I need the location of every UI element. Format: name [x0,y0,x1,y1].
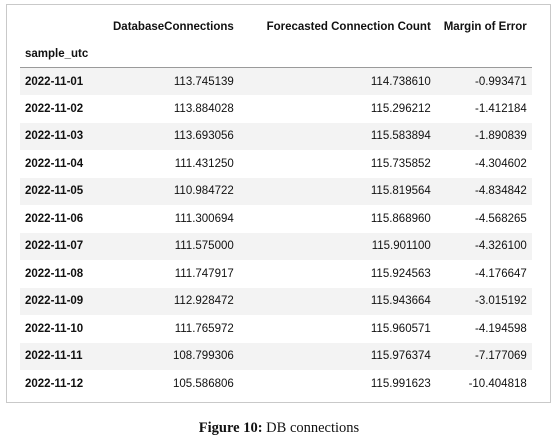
row-index-cell: 2022-11-12 [25,377,84,390]
corner-cell [20,13,108,41]
table-cell: -4.568265 [474,212,527,225]
index-name: sample_utc [20,41,108,68]
dataframe-output: DatabaseConnections Forecasted Connectio… [6,4,551,403]
row-index-cell: 2022-11-10 [25,322,84,335]
figure-caption-text: DB connections [262,420,360,436]
table-row: 2022-11-06 111.300694 115.868960 -4.568265 [20,205,532,233]
column-header-row: DatabaseConnections Forecasted Connectio… [20,13,532,41]
table-cell: -4.194598 [474,322,527,335]
table-row: 2022-11-07 111.575000 115.901100 -4.326100 [20,232,532,260]
column-header: Forecasted Connection Count [266,21,431,33]
table-cell: 115.296212 [370,102,431,115]
table-cell: -4.834842 [474,185,527,198]
figure-caption: Figure 10: DB connections [0,420,558,437]
table-row: 2022-11-11 108.799306 115.976374 -7.177069 [20,342,532,370]
table-cell: -0.993471 [474,75,527,88]
table-row: 2022-11-12 105.586806 115.991623 -10.404818 [20,370,532,398]
table-cell: 115.991623 [370,377,431,390]
table-cell: 111.431250 [174,157,234,170]
row-index-cell: 2022-11-11 [25,350,83,363]
table-row: 2022-11-04 111.431250 115.735852 -4.304602 [20,150,532,178]
table-cell: -3.015192 [474,295,527,308]
table-row: 2022-11-10 111.765972 115.960571 -4.194598 [20,315,532,343]
table-row: 2022-11-05 110.984722 115.819564 -4.834842 [20,177,532,205]
table-row: 2022-11-01 113.745139 114.738610 -0.993471 [20,67,532,95]
table-row: 2022-11-09 112.928472 115.943664 -3.015192 [20,287,532,315]
figure-label: Figure 10: [198,420,263,436]
table-cell: -4.326100 [474,240,527,253]
table-cell: -1.890839 [474,130,527,143]
table-cell: 115.735852 [370,157,431,170]
row-index-cell: 2022-11-06 [25,212,84,225]
table-row: 2022-11-03 113.693056 115.583894 -1.890839 [20,122,532,150]
table-cell: -10.404818 [468,377,527,390]
row-index-cell: 2022-11-02 [25,102,84,115]
table-cell: 112.928472 [173,295,234,308]
table-cell: 111.747917 [174,267,234,280]
column-header: Margin of Error [443,21,527,33]
row-index-cell: 2022-11-05 [25,185,84,198]
table-cell: -4.304602 [474,157,527,170]
table-cell: 115.960571 [370,322,431,335]
table-cell: 113.884028 [173,102,234,115]
table-cell: 115.976374 [370,350,431,363]
table-cell: 113.745139 [173,75,234,88]
table-cell: -1.412184 [474,102,527,115]
row-index-cell: 2022-11-09 [25,295,84,308]
table-cell: 111.300694 [174,212,234,225]
table-cell: 115.583894 [370,130,431,143]
table-row: 2022-11-08 111.747917 115.924563 -4.176647 [20,260,532,288]
table-cell: 114.738610 [370,75,431,88]
table-cell: 115.924563 [370,267,431,280]
table-cell: 105.586806 [173,377,234,390]
dataframe-table: DatabaseConnections Forecasted Connectio… [20,13,532,398]
table-cell: 115.901100 [371,240,431,253]
empty-header-cell [108,41,239,68]
row-index-cell: 2022-11-08 [25,267,84,280]
column-header: DatabaseConnections [113,21,234,33]
row-index-cell: 2022-11-03 [25,130,84,143]
table-row: 2022-11-02 113.884028 115.296212 -1.412184 [20,95,532,123]
table-cell: 110.984722 [173,185,234,198]
table-cell: -7.177069 [474,350,527,363]
table-cell: 111.765972 [174,322,234,335]
table-cell: 115.868960 [370,212,431,225]
table-cell: 115.943664 [370,295,431,308]
table-cell: 111.575000 [174,240,234,253]
table-body: 2022-11-01 113.745139 114.738610 -0.993471 2… [20,67,532,398]
empty-header-cell [238,41,436,68]
table-cell: -4.176647 [474,267,527,280]
empty-header-cell [435,41,532,68]
row-index-cell: 2022-11-04 [25,157,84,170]
table-cell: 113.693056 [173,130,234,143]
row-index-cell: 2022-11-07 [25,240,84,253]
row-index-cell: 2022-11-01 [25,75,84,88]
index-name-row: sample_utc [20,41,532,68]
table-cell: 108.799306 [173,350,234,363]
table-cell: 115.819564 [370,185,431,198]
